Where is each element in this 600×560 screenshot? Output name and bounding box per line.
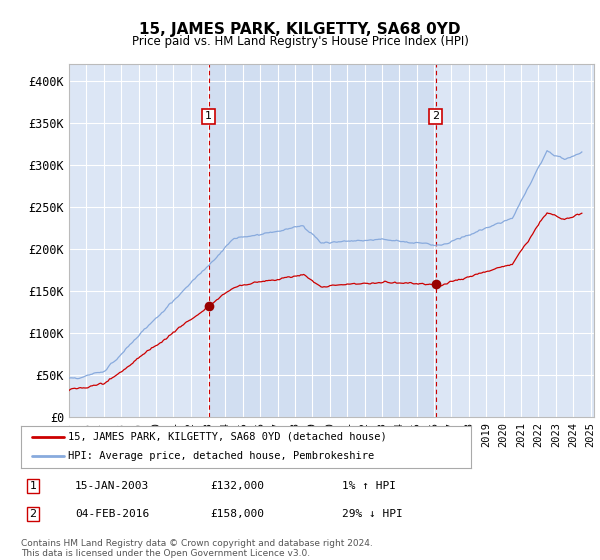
- Text: 15-JAN-2003: 15-JAN-2003: [75, 481, 149, 491]
- Text: 15, JAMES PARK, KILGETTY, SA68 0YD (detached house): 15, JAMES PARK, KILGETTY, SA68 0YD (deta…: [68, 432, 387, 442]
- Bar: [209, 64, 436, 417]
- Text: Contains HM Land Registry data © Crown copyright and database right 2024.
This d: Contains HM Land Registry data © Crown c…: [21, 539, 373, 558]
- Text: 2: 2: [29, 509, 37, 519]
- Text: 1: 1: [29, 481, 37, 491]
- Text: Price paid vs. HM Land Registry's House Price Index (HPI): Price paid vs. HM Land Registry's House …: [131, 35, 469, 48]
- Text: £158,000: £158,000: [210, 509, 264, 519]
- Text: 04-FEB-2016: 04-FEB-2016: [75, 509, 149, 519]
- Text: 29% ↓ HPI: 29% ↓ HPI: [342, 509, 403, 519]
- Text: 15, JAMES PARK, KILGETTY, SA68 0YD: 15, JAMES PARK, KILGETTY, SA68 0YD: [139, 22, 461, 38]
- Text: £132,000: £132,000: [210, 481, 264, 491]
- Text: 1: 1: [205, 111, 212, 122]
- Text: 1% ↑ HPI: 1% ↑ HPI: [342, 481, 396, 491]
- Text: 2: 2: [432, 111, 439, 122]
- Text: HPI: Average price, detached house, Pembrokeshire: HPI: Average price, detached house, Pemb…: [68, 451, 374, 461]
